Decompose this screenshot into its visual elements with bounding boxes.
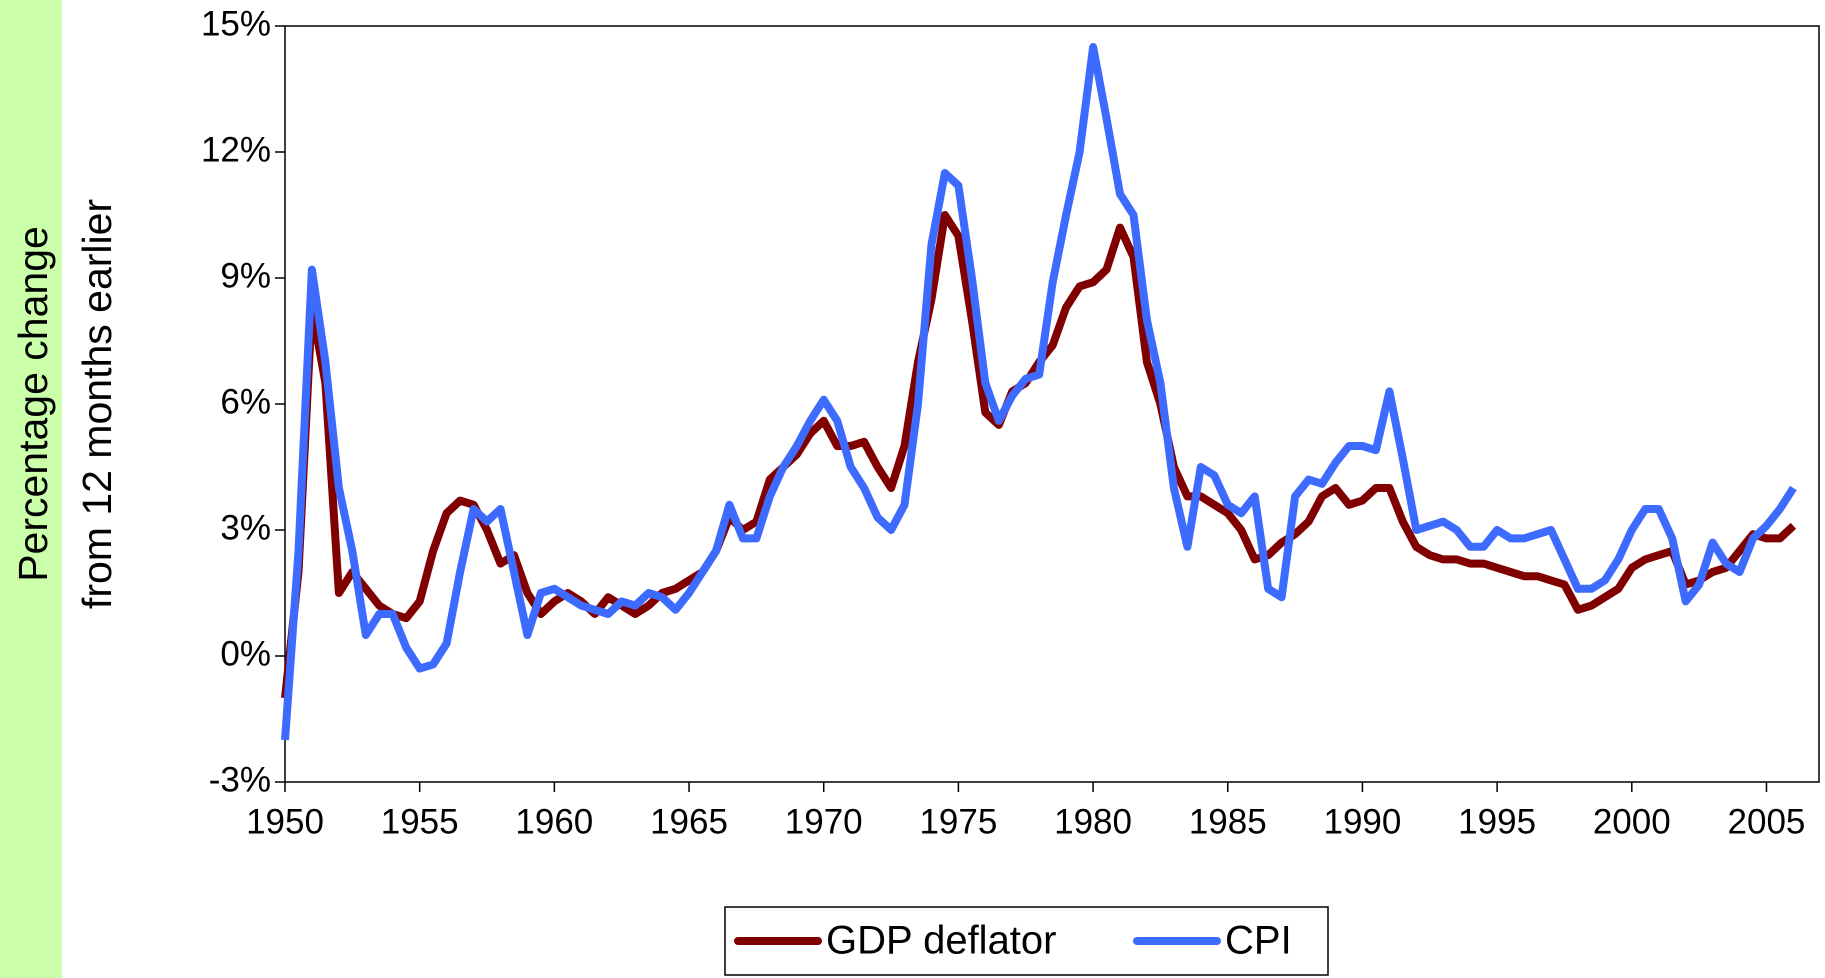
x-tick-label: 2005 [1728,802,1806,841]
x-tick-label: 1995 [1458,802,1536,841]
y-tick-label: 9% [220,256,271,295]
x-tick-label: 1960 [515,802,593,841]
y-tick-label: 0% [220,634,271,673]
legend-label: CPI [1225,919,1292,963]
x-tick-label: 1965 [650,802,728,841]
y-tick-label: 6% [220,382,271,421]
series-line [281,43,1797,741]
side-band [0,0,62,978]
y-tick-label: 3% [220,508,271,547]
y-tick-label: 12% [201,130,271,169]
y-tick-label: 15% [201,4,271,43]
x-tick-label: 1955 [381,802,459,841]
y-axis-label: from 12 months earlier [74,199,120,609]
x-tick-label: 2000 [1593,802,1671,841]
x-tick-label: 1985 [1189,802,1267,841]
legend-box [724,906,1329,976]
x-tick-label: 1950 [246,802,324,841]
x-tick-label: 1990 [1323,802,1401,841]
plot-frame [284,25,1820,783]
x-tick-label: 1970 [785,802,863,841]
y-axis-label: Percentage change [10,226,56,582]
y-tick-label: -3% [209,760,271,799]
series-line [281,211,1797,699]
x-tick-label: 1975 [919,802,997,841]
x-tick-label: 1980 [1054,802,1132,841]
legend-label: GDP deflator [826,919,1057,963]
